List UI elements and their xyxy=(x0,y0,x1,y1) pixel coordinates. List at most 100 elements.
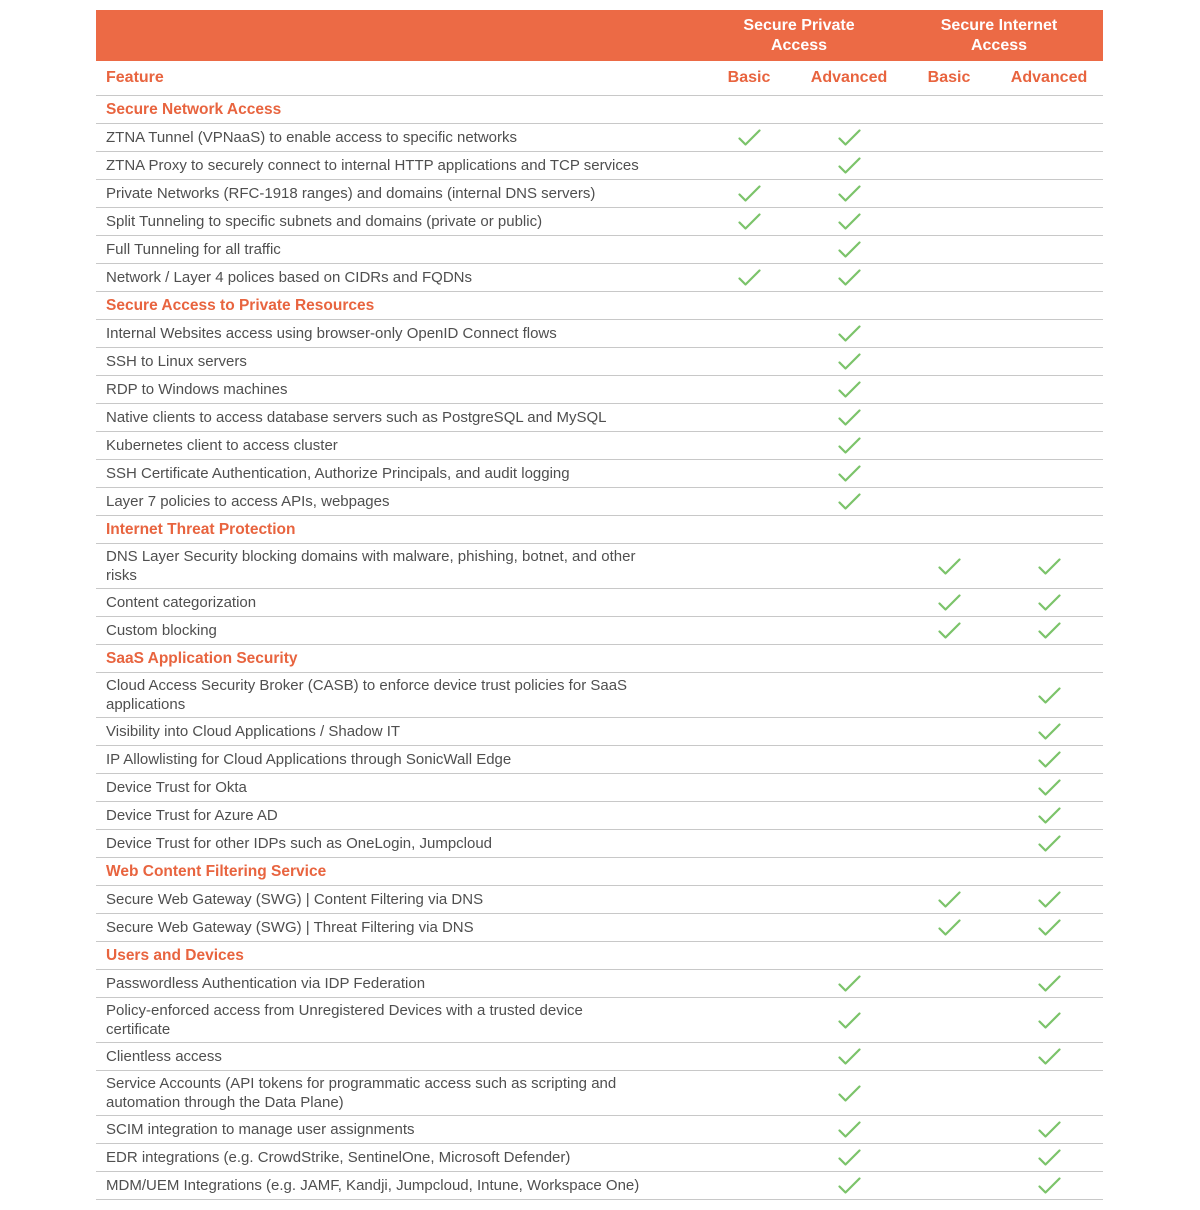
feature-empty-cell xyxy=(899,124,999,151)
feature-row: Content categorization xyxy=(96,589,1103,617)
feature-empty-cell xyxy=(999,264,1099,291)
feature-empty-cell xyxy=(899,830,999,857)
section-header: Web Content Filtering Service xyxy=(96,858,1103,886)
feature-label: Kubernetes client to access cluster xyxy=(106,437,338,454)
feature-label: Visibility into Cloud Applications / Sha… xyxy=(106,723,401,740)
feature-row: SCIM integration to manage user assignme… xyxy=(96,1116,1103,1144)
check-icon xyxy=(1037,557,1061,575)
feature-row: Internal Websites access using browser-o… xyxy=(96,320,1103,348)
tier-header-sia-advanced: Advanced xyxy=(1010,69,1088,86)
feature-empty-cell xyxy=(899,488,999,515)
feature-label: EDR integrations (e.g. CrowdStrike, Sent… xyxy=(106,1149,571,1166)
feature-empty-cell xyxy=(899,1116,999,1143)
feature-label: Split Tunneling to specific subnets and … xyxy=(106,213,543,230)
check-icon xyxy=(837,241,861,258)
feature-row: Layer 7 policies to access APIs, webpage… xyxy=(96,488,1103,516)
check-icon xyxy=(1037,1149,1061,1166)
feature-empty-cell xyxy=(899,1172,999,1199)
feature-empty-cell xyxy=(799,746,899,773)
feature-row: Secure Web Gateway (SWG) | Threat Filter… xyxy=(96,914,1103,942)
feature-empty-cell xyxy=(699,544,799,588)
feature-empty-cell xyxy=(999,348,1099,375)
check-icon xyxy=(1037,1011,1061,1029)
feature-empty-cell xyxy=(899,1043,999,1070)
feature-included-cell xyxy=(999,886,1099,913)
feature-empty-cell xyxy=(699,617,799,644)
feature-row: Private Networks (RFC-1918 ranges) and d… xyxy=(96,180,1103,208)
feature-label: MDM/UEM Integrations (e.g. JAMF, Kandji,… xyxy=(106,1177,640,1194)
feature-empty-cell xyxy=(999,1071,1099,1115)
feature-row: Service Accounts (API tokens for program… xyxy=(96,1071,1103,1116)
feature-empty-cell xyxy=(699,970,799,997)
check-icon xyxy=(737,185,761,202)
check-icon xyxy=(737,213,761,230)
feature-label: Device Trust for Okta xyxy=(106,779,247,796)
check-icon xyxy=(837,325,861,342)
feature-empty-cell xyxy=(699,404,799,431)
feature-empty-cell xyxy=(999,124,1099,151)
column-group-secure-internet-access: Secure Internet Access xyxy=(899,10,1099,61)
feature-empty-cell xyxy=(899,320,999,347)
feature-included-cell xyxy=(899,617,999,644)
check-icon xyxy=(837,1177,861,1194)
check-icon xyxy=(1037,1121,1061,1138)
feature-included-cell xyxy=(999,1172,1099,1199)
feature-empty-cell xyxy=(899,208,999,235)
feature-included-cell xyxy=(799,998,899,1042)
feature-empty-cell xyxy=(699,432,799,459)
feature-empty-cell xyxy=(899,746,999,773)
feature-empty-cell xyxy=(799,617,899,644)
feature-row: Clientless access xyxy=(96,1043,1103,1071)
feature-included-cell xyxy=(999,802,1099,829)
feature-included-cell xyxy=(699,208,799,235)
tier-header-spa-advanced: Advanced xyxy=(810,69,888,86)
feature-empty-cell xyxy=(699,886,799,913)
feature-empty-cell xyxy=(699,320,799,347)
feature-empty-cell xyxy=(899,1071,999,1115)
feature-empty-cell xyxy=(899,376,999,403)
feature-row: Custom blocking xyxy=(96,617,1103,645)
feature-empty-cell xyxy=(899,348,999,375)
feature-included-cell xyxy=(999,970,1099,997)
feature-empty-cell xyxy=(699,746,799,773)
feature-included-cell xyxy=(799,488,899,515)
feature-comparison-table: Secure Private Access Secure Internet Ac… xyxy=(96,10,1103,1200)
feature-empty-cell xyxy=(699,914,799,941)
column-group-label: Secure Internet Access xyxy=(940,16,1058,54)
feature-label: Content categorization xyxy=(106,594,257,611)
feature-row: Device Trust for other IDPs such as OneL… xyxy=(96,830,1103,858)
feature-row: Policy-enforced access from Unregistered… xyxy=(96,998,1103,1043)
feature-row: SSH to Linux servers xyxy=(96,348,1103,376)
feature-label: Secure Web Gateway (SWG) | Content Filte… xyxy=(106,891,484,908)
feature-included-cell xyxy=(799,1144,899,1171)
check-icon xyxy=(837,1048,861,1065)
feature-row: ZTNA Proxy to securely connect to intern… xyxy=(96,152,1103,180)
feature-row: DNS Layer Security blocking domains with… xyxy=(96,544,1103,589)
check-icon xyxy=(737,269,761,286)
feature-label: Private Networks (RFC-1918 ranges) and d… xyxy=(106,185,596,202)
feature-empty-cell xyxy=(899,264,999,291)
feature-empty-cell xyxy=(899,404,999,431)
check-icon xyxy=(1037,807,1061,824)
feature-row: Native clients to access database server… xyxy=(96,404,1103,432)
check-icon xyxy=(837,269,861,286)
feature-included-cell xyxy=(699,180,799,207)
feature-included-cell xyxy=(999,617,1099,644)
feature-included-cell xyxy=(999,1043,1099,1070)
feature-included-cell xyxy=(799,970,899,997)
feature-label: Secure Web Gateway (SWG) | Threat Filter… xyxy=(106,919,474,936)
feature-included-cell xyxy=(799,124,899,151)
feature-label: SSH Certificate Authentication, Authoriz… xyxy=(106,465,570,482)
feature-included-cell xyxy=(999,998,1099,1042)
check-icon xyxy=(937,557,961,575)
column-group-label: Secure Private Access xyxy=(743,16,855,54)
feature-included-cell xyxy=(799,152,899,179)
section-header: Internet Threat Protection xyxy=(96,516,1103,544)
feature-label: Native clients to access database server… xyxy=(106,409,607,426)
column-header-row: Feature Basic Advanced Basic Advanced xyxy=(96,61,1103,96)
feature-label: SCIM integration to manage user assignme… xyxy=(106,1121,415,1138)
feature-empty-cell xyxy=(999,432,1099,459)
feature-included-cell xyxy=(799,180,899,207)
section-header: Users and Devices xyxy=(96,942,1103,970)
feature-column-header: Feature xyxy=(106,69,164,86)
